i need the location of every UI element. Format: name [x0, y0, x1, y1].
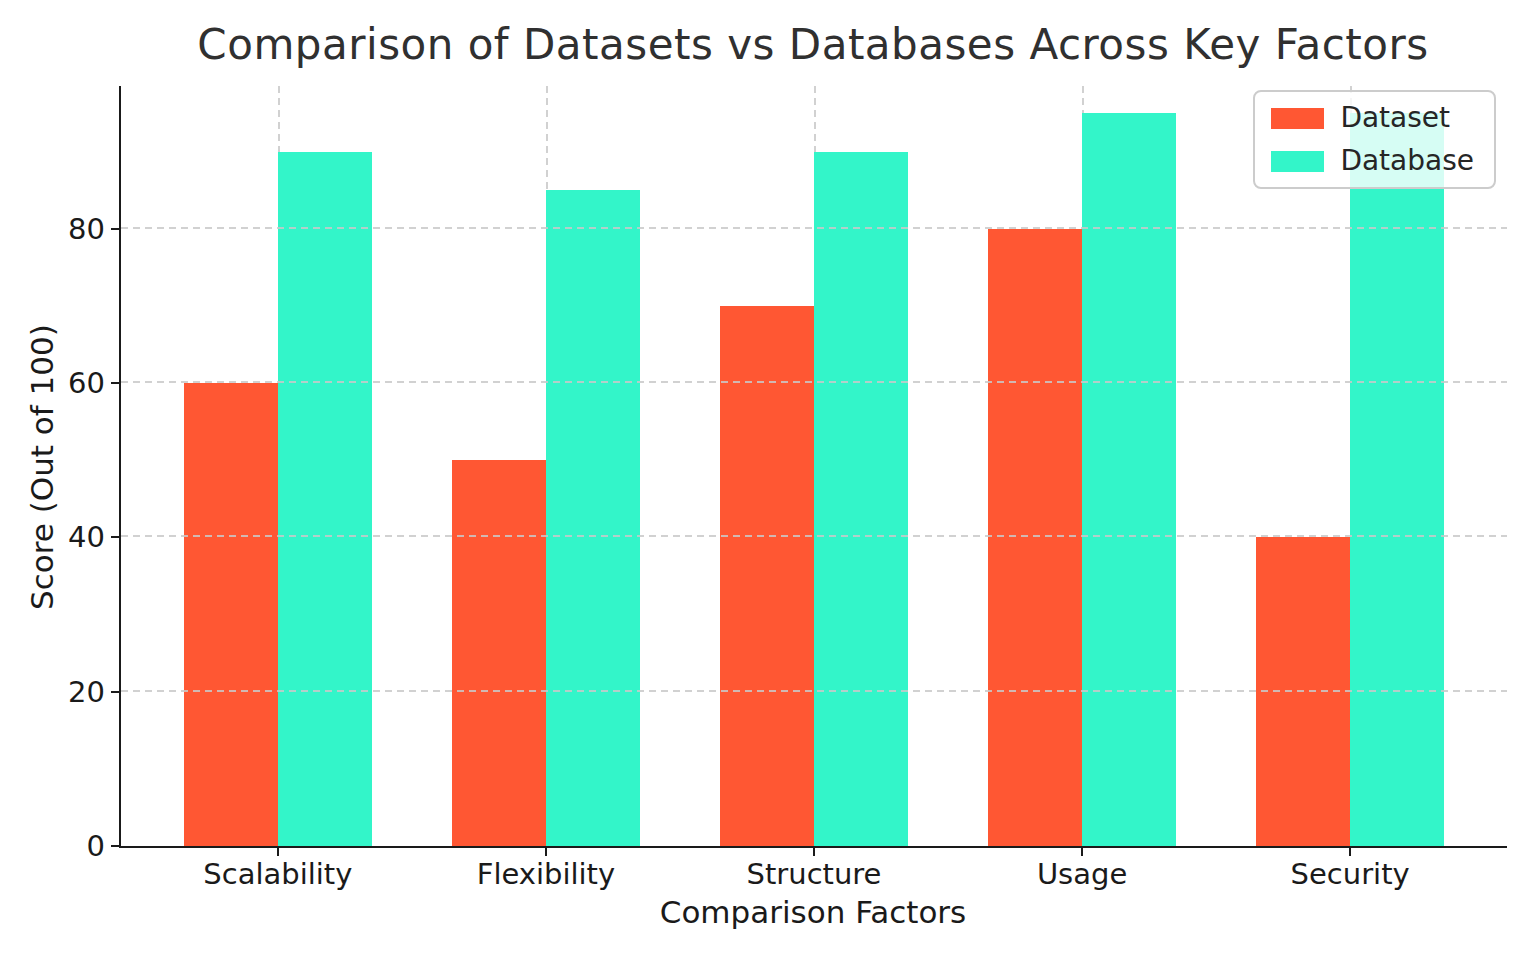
bar-dataset-structure — [720, 306, 814, 846]
y-axis-tick — [111, 691, 120, 693]
legend-swatch-database-icon — [1271, 151, 1324, 172]
y-axis-tick — [111, 845, 120, 847]
plot-area: Dataset Database ScalabilityFlexibilityS… — [119, 86, 1507, 848]
bar-dataset-security — [1256, 537, 1350, 846]
x-axis-label: Comparison Factors — [119, 894, 1507, 930]
gridline-horizontal — [121, 690, 1507, 692]
bar-dataset-flexibility — [452, 460, 546, 846]
y-axis-label: Score (Out of 100) — [22, 86, 62, 848]
bar-dataset-usage — [988, 229, 1082, 846]
bar-database-scalability — [278, 152, 372, 846]
legend-label-database: Database — [1340, 147, 1474, 175]
gridline-horizontal — [121, 381, 1507, 383]
y-axis-tick — [111, 382, 120, 384]
y-tick-label-20: 20 — [68, 677, 105, 706]
legend-item-dataset: Dataset — [1271, 104, 1474, 132]
bar-database-structure — [814, 152, 908, 846]
y-tick-label-80: 80 — [68, 214, 105, 243]
x-axis-tick — [813, 847, 815, 856]
x-tick-label-flexibility: Flexibility — [477, 860, 615, 889]
legend: Dataset Database — [1253, 90, 1496, 189]
y-tick-label-0: 0 — [87, 832, 105, 861]
bar-dataset-scalability — [184, 383, 278, 846]
legend-item-database: Database — [1271, 147, 1474, 175]
bar-database-usage — [1082, 113, 1176, 846]
x-axis-tick — [545, 847, 547, 856]
bar-database-security — [1350, 113, 1444, 846]
bar-database-flexibility — [546, 190, 640, 846]
y-axis-tick — [111, 228, 120, 230]
gridline-horizontal — [121, 535, 1507, 537]
gridline-horizontal — [121, 227, 1507, 229]
y-axis-tick — [111, 536, 120, 538]
x-axis-tick — [1081, 847, 1083, 856]
y-tick-label-40: 40 — [68, 523, 105, 552]
x-tick-label-scalability: Scalability — [203, 860, 352, 889]
x-axis-tick — [1349, 847, 1351, 856]
x-axis-tick — [277, 847, 279, 856]
chart-title: Comparison of Datasets vs Databases Acro… — [119, 20, 1507, 69]
bar-chart-figure: Comparison of Datasets vs Databases Acro… — [0, 0, 1536, 960]
legend-swatch-dataset-icon — [1271, 108, 1324, 129]
legend-label-dataset: Dataset — [1340, 104, 1450, 132]
x-tick-label-usage: Usage — [1037, 860, 1127, 889]
x-tick-label-structure: Structure — [747, 860, 882, 889]
x-tick-label-security: Security — [1291, 860, 1410, 889]
y-tick-label-60: 60 — [68, 369, 105, 398]
